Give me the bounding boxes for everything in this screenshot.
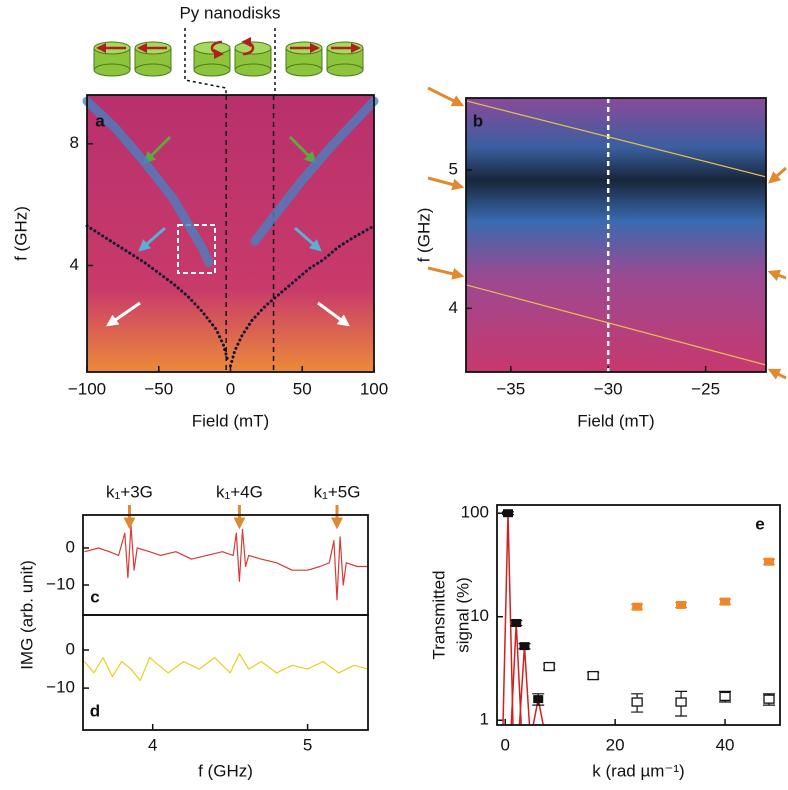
x-tick-label: −35 [496,379,525,398]
marker [511,618,522,627]
plot-frame [465,97,767,373]
x-tick-label: 0 [226,379,235,398]
x-tick-label: 20 [606,735,625,754]
y-tick-label: 4 [70,255,79,274]
y-tick-label: −10 [46,574,75,593]
plot-frame [496,504,781,726]
y-tick-label: 100 [461,503,489,522]
x-axis-label: Field (mT) [577,411,654,430]
panel-label: a [95,111,105,130]
x-tick-label: −50 [144,379,173,398]
series-line [84,525,368,601]
heatmap-b [466,98,766,372]
annotation: k₁+3G [106,482,153,501]
x-axis-label: k (rad µm⁻¹) [592,761,684,780]
x-tick-label: 4 [148,735,157,754]
plot-frame [82,614,369,731]
x-tick-label: −25 [691,379,720,398]
series-line [229,224,376,368]
annotation: Py nanodisks [179,3,280,22]
x-tick-label: 50 [293,379,312,398]
series-line [465,284,767,366]
marker [720,597,731,606]
x-tick-label: 5 [303,735,312,754]
panel-d: 4 5 0 −10 d f (GHz) [46,614,369,780]
marker [631,697,643,707]
panel-b: −35 −30 −25 4 5 b Field (mT) f (GHz) [414,97,767,430]
marker [676,600,687,609]
y-axis-label: Transmitted [429,570,448,659]
spike [518,646,531,726]
pointer [184,28,227,95]
y-axis-label: signal (%) [453,577,472,653]
nanodisks [93,37,364,77]
marker [763,694,775,704]
panel-c: 0 −10 k₁+3G k₁+4G k₁+5G c IMG (arb. unit) [17,482,369,670]
y-axis-label: f (GHz) [11,206,30,261]
x-axis-label: Field (mT) [192,411,269,430]
x-tick-label: −100 [68,379,106,398]
marker [543,661,555,672]
series-line [250,96,379,246]
series-line [85,224,230,362]
series-line [84,653,369,682]
marker [519,642,530,651]
marker [587,670,599,681]
y-tick-label: 4 [449,298,458,317]
y-axis-label: IMG (arb. unit) [17,560,36,670]
marker [632,602,643,611]
x-tick-label: 100 [360,379,388,398]
marker [764,557,775,566]
annotation: k₁+5G [314,482,361,501]
plot-frame [86,94,375,373]
y-tick-label: 0 [66,537,75,556]
panel-label: d [90,701,100,720]
marker [502,509,513,518]
panel-label: e [755,514,764,533]
series-line [465,100,767,178]
x-tick-label: 0 [501,735,510,754]
panel-label: b [473,111,483,130]
panel-label: c [90,587,99,606]
x-axis-label: f (GHz) [198,761,253,780]
arrows [106,86,787,380]
zoom-box [177,224,216,274]
panel-e: 0 20 40 1 10 100 e k (rad µm⁻¹) Transmitted signa… [429,503,781,780]
marker [719,691,731,702]
y-tick-label: −10 [46,678,75,697]
y-tick-label: 10 [470,606,489,625]
marker [533,695,544,704]
y-tick-label: 0 [66,640,75,659]
heatmap-a [87,95,374,372]
x-tick-label: −30 [594,379,623,398]
series-line [82,96,214,267]
marker [675,697,687,707]
x-tick-label: 40 [716,735,735,754]
panel-a: −100 −50 0 50 100 4 8a Py nanodisks Field (mT) f … [11,3,388,430]
y-tick-label: 1 [480,710,489,729]
y-tick-label: 8 [70,133,79,152]
annotation: k₁+4G [216,482,263,501]
y-tick-label: 5 [449,159,458,178]
y-axis-label: f (GHz) [414,208,433,263]
